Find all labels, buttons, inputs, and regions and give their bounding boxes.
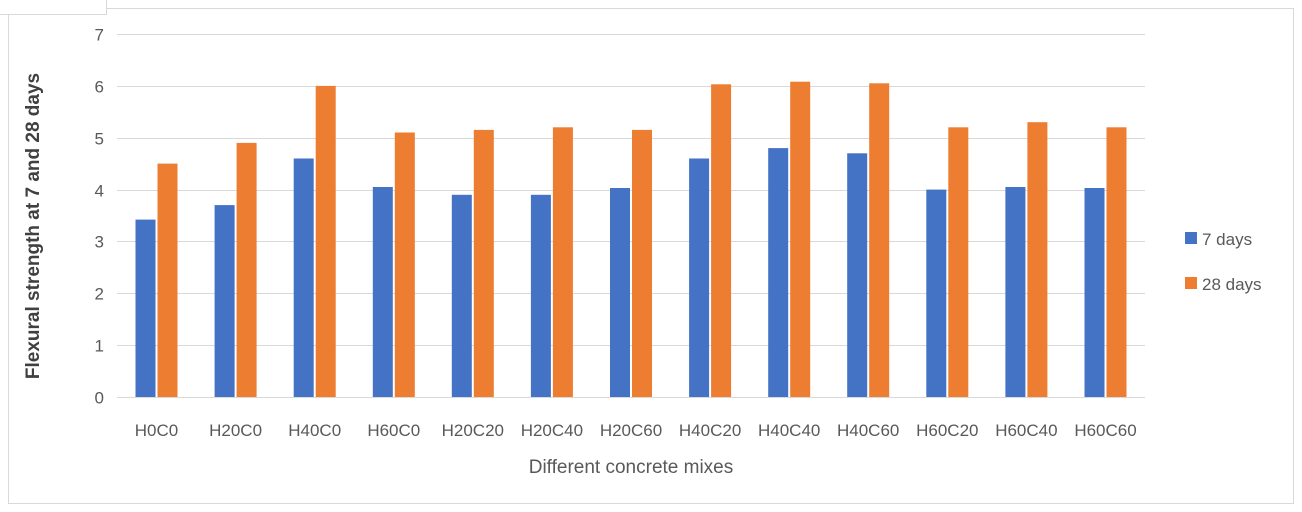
legend-swatch <box>1185 232 1197 244</box>
bar-twenty-eight-day <box>236 142 257 397</box>
x-tick-label: H20C0 <box>209 421 262 440</box>
y-tick-label: 2 <box>95 285 104 304</box>
bar-twenty-eight-day <box>948 127 969 398</box>
y-tick-label: 4 <box>95 182 104 201</box>
legend-swatch <box>1185 277 1197 289</box>
bar-twenty-eight-day <box>473 129 494 397</box>
legend-label: 28 days <box>1202 275 1262 294</box>
legend: 7 days 28 days <box>1185 230 1262 294</box>
y-tick-label: 0 <box>95 389 104 408</box>
bar-seven-day <box>135 219 156 397</box>
legend-label: 7 days <box>1202 230 1252 249</box>
bars <box>135 81 1127 398</box>
corner-tab <box>0 0 107 15</box>
bar-seven-day <box>530 194 551 397</box>
bar-seven-day <box>451 194 472 397</box>
x-axis-title: Different concrete mixes <box>529 457 734 478</box>
x-tick-label: H20C20 <box>442 421 504 440</box>
bar-seven-day <box>847 153 868 397</box>
bar-seven-day <box>768 148 789 397</box>
y-axis-title: Flexural strength at 7 and 28 days <box>23 73 44 379</box>
bar-twenty-eight-day <box>632 129 652 397</box>
bar-seven-day <box>689 158 710 397</box>
bar-twenty-eight-day <box>157 163 178 397</box>
y-tick-label: 5 <box>95 130 104 149</box>
bar-twenty-eight-day <box>711 84 732 398</box>
bar-twenty-eight-day <box>1027 122 1048 397</box>
y-tick-label: 6 <box>95 78 104 97</box>
y-tick-label: 7 <box>95 26 104 45</box>
bar-twenty-eight-day <box>869 83 890 398</box>
x-tick-label: H20C40 <box>521 421 583 440</box>
bar-seven-day <box>1005 187 1026 397</box>
x-tick-label: H40C20 <box>679 421 741 440</box>
y-axis-ticks: 0 1 2 3 4 5 6 7 <box>95 26 104 408</box>
bar-seven-day <box>1084 188 1105 397</box>
x-tick-label: H60C0 <box>367 421 420 440</box>
bar-twenty-eight-day <box>1106 127 1127 398</box>
x-tick-label: H40C0 <box>288 421 341 440</box>
x-tick-label: H60C40 <box>995 421 1057 440</box>
bar-twenty-eight-day <box>394 132 415 397</box>
x-tick-label: H40C40 <box>758 421 820 440</box>
bar-twenty-eight-day <box>552 127 573 398</box>
x-tick-label: H0C0 <box>135 421 178 440</box>
x-axis-ticks: H0C0 H20C0 H40C0 H60C0 H20C20 H20C40 H20C60 H40… <box>135 421 1137 440</box>
bar-seven-day <box>926 189 947 397</box>
x-tick-label: H40C60 <box>837 421 899 440</box>
bar-twenty-eight-day <box>790 81 811 397</box>
x-tick-label: H60C20 <box>916 421 978 440</box>
y-tick-label: 1 <box>95 337 104 356</box>
bar-seven-day <box>610 188 630 397</box>
x-tick-label: H20C60 <box>600 421 662 440</box>
y-tick-label: 3 <box>95 233 104 252</box>
gridlines <box>117 34 1145 398</box>
x-tick-label: H60C60 <box>1074 421 1136 440</box>
bar-seven-day <box>293 158 314 397</box>
bar-seven-day <box>372 187 393 397</box>
bar-seven-day <box>214 205 235 397</box>
bar-twenty-eight-day <box>315 85 336 398</box>
